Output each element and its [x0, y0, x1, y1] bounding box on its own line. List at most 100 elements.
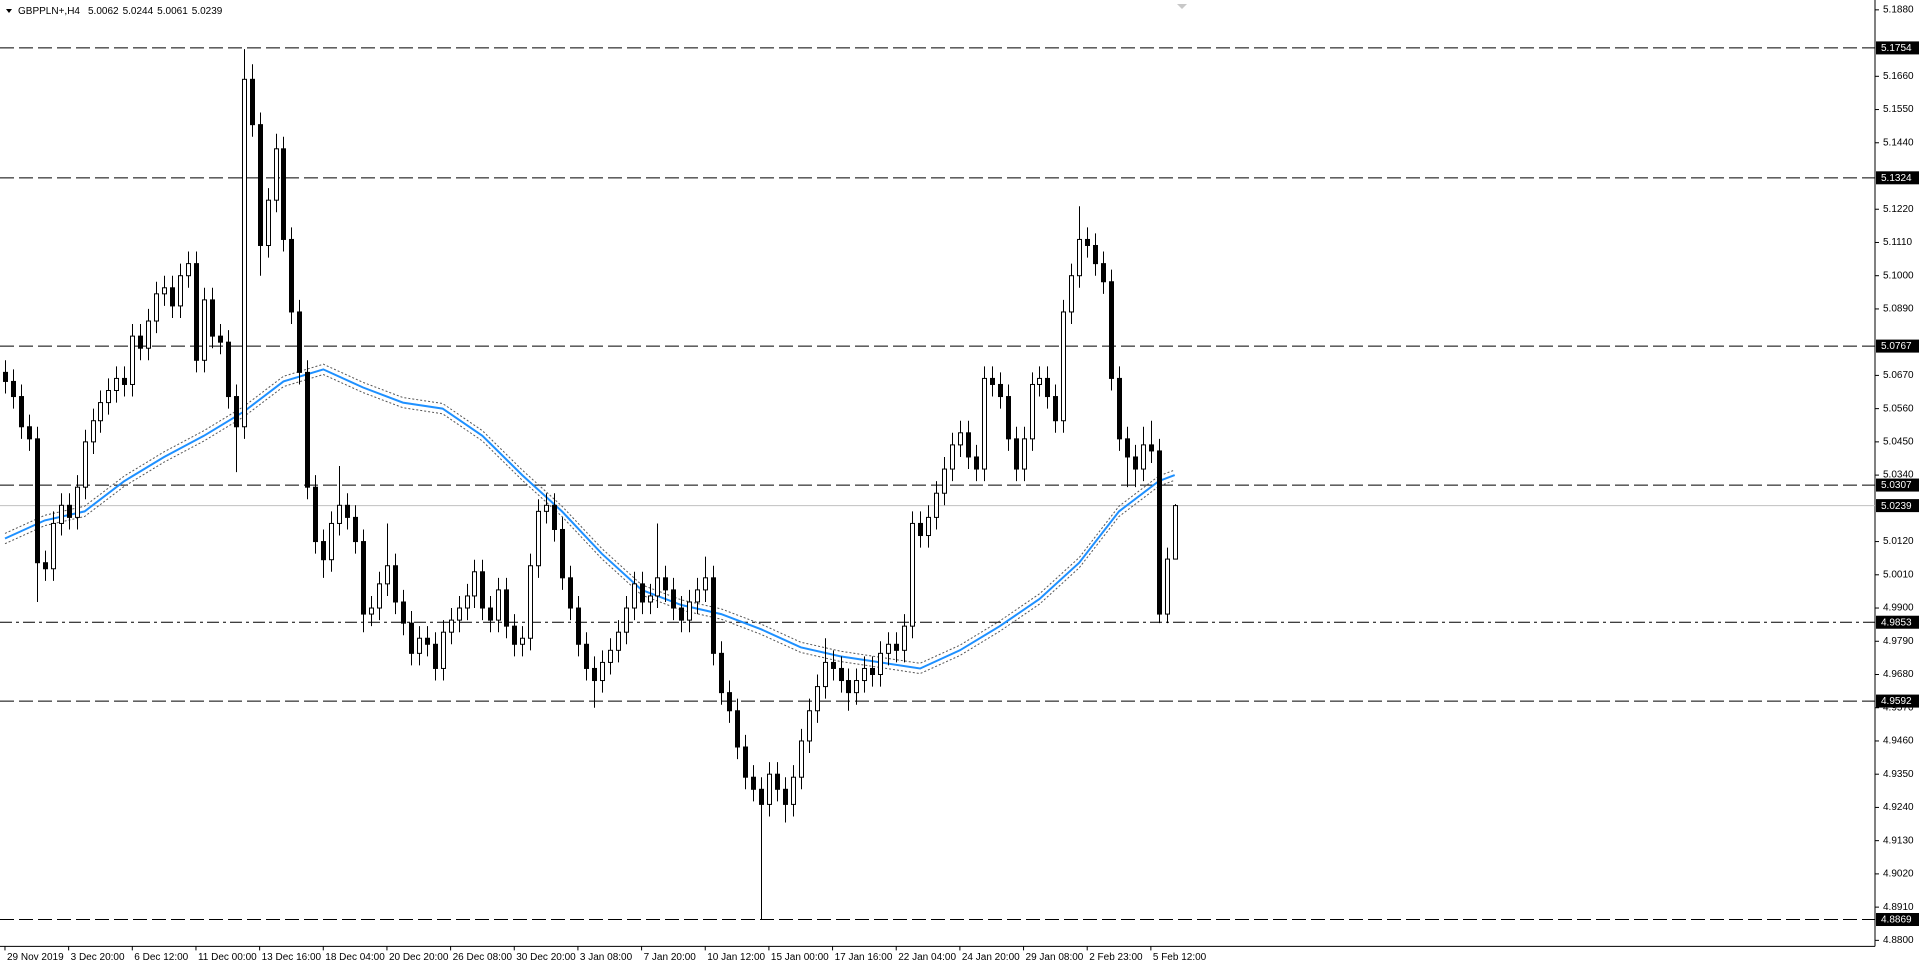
- level-price-label-box: [1876, 41, 1919, 55]
- candle-body: [1133, 456, 1138, 470]
- candle-body: [695, 589, 700, 603]
- candle-body: [862, 667, 867, 682]
- candle-body: [1173, 505, 1178, 560]
- candle-body: [894, 643, 899, 651]
- x-tick-label: 13 Dec 16:00: [262, 952, 322, 963]
- x-tick-label: 15 Jan 00:00: [771, 952, 829, 963]
- candle-body: [823, 661, 828, 688]
- header-close: 5.0239: [192, 6, 223, 17]
- candle-body: [226, 341, 231, 398]
- candle-body: [122, 377, 127, 385]
- level-price-label-box: [1876, 694, 1919, 708]
- candle-body: [369, 607, 374, 615]
- shift-marker[interactable]: [1177, 4, 1187, 9]
- candle-body: [600, 661, 605, 682]
- candle-body: [297, 311, 302, 373]
- candle-body: [703, 577, 708, 591]
- candle-body: [926, 516, 931, 537]
- candle-body: [759, 788, 764, 805]
- candle-body: [242, 78, 247, 428]
- candle-body: [425, 637, 430, 645]
- candle-body: [1125, 438, 1130, 458]
- candle-body: [401, 601, 406, 624]
- candle-body: [67, 504, 72, 518]
- candle-body: [202, 299, 207, 361]
- candle-body: [1045, 377, 1050, 398]
- candle-body: [433, 643, 438, 669]
- candle-body: [1069, 275, 1074, 313]
- candle-body: [663, 577, 668, 591]
- candle-body: [1157, 450, 1162, 615]
- candles: [3, 49, 1178, 920]
- candle-body: [831, 661, 836, 669]
- candle-body: [281, 148, 286, 240]
- x-tick-label: 3 Dec 20:00: [71, 952, 125, 963]
- candle-body: [958, 432, 963, 446]
- y-tick-label: 5.1110: [1883, 237, 1913, 248]
- candle-body: [114, 377, 119, 392]
- candle-body: [775, 773, 780, 790]
- y-tick-label: 4.9790: [1883, 636, 1914, 647]
- header-low: 5.0061: [157, 6, 188, 17]
- y-tick-label: 4.9240: [1883, 802, 1914, 813]
- candle-body: [43, 562, 48, 570]
- candle-body: [266, 199, 271, 246]
- candle-body: [966, 432, 971, 458]
- candle-body: [353, 516, 358, 543]
- y-tick-label: 4.9350: [1883, 769, 1914, 780]
- candle-body: [934, 492, 939, 518]
- candle-body: [385, 565, 390, 585]
- x-tick-label: 26 Dec 08:00: [453, 952, 513, 963]
- moving-average: [4, 363, 1175, 664]
- candle-body: [234, 396, 239, 428]
- candle-body: [799, 740, 804, 778]
- y-tick-label: 4.9680: [1883, 669, 1914, 680]
- candle-body: [1037, 377, 1042, 385]
- x-tick-label: 20 Dec 20:00: [389, 952, 449, 963]
- candle-body: [449, 619, 454, 633]
- candle-body: [608, 649, 613, 663]
- candle-body: [488, 607, 493, 621]
- candle-body: [751, 776, 756, 790]
- candle-body: [727, 692, 732, 712]
- candle-body: [313, 486, 318, 543]
- candle-body: [544, 504, 549, 512]
- candle-body: [624, 607, 629, 633]
- candle-body: [337, 504, 342, 524]
- candle-body: [75, 486, 80, 518]
- y-tick-label: 5.1440: [1883, 137, 1914, 148]
- candle-body: [210, 299, 215, 337]
- level-price-label-box: [1876, 615, 1919, 629]
- candle-body: [51, 522, 56, 570]
- candle-body: [289, 238, 294, 313]
- y-tick-label: 5.0890: [1883, 304, 1914, 315]
- candle-body: [377, 583, 382, 609]
- candle-body: [616, 631, 621, 651]
- level-price-label: 4.8869: [1881, 915, 1912, 926]
- y-tick-label: 5.1000: [1883, 270, 1914, 281]
- moving-average: [4, 368, 1176, 670]
- candle-body: [1093, 244, 1098, 265]
- candle-body: [584, 643, 589, 669]
- candle-body: [1101, 263, 1106, 283]
- candle-body: [480, 571, 485, 609]
- candle-body: [1030, 383, 1035, 440]
- y-tick-label: 5.1550: [1883, 104, 1914, 115]
- x-tick-label: 7 Jan 20:00: [644, 952, 697, 963]
- candle-body: [417, 637, 422, 654]
- x-tick-label: 10 Jan 12:00: [707, 952, 765, 963]
- candle-body: [1149, 444, 1154, 452]
- y-tick-label: 4.8910: [1883, 902, 1914, 913]
- candle-body: [162, 287, 167, 295]
- candle-body: [98, 402, 103, 422]
- candle-body: [305, 371, 310, 488]
- candle-body: [11, 380, 16, 398]
- candle-body: [655, 577, 660, 597]
- candle-body: [735, 710, 740, 748]
- y-tick-label: 4.9570: [1883, 702, 1914, 713]
- candle-body: [648, 595, 653, 603]
- chart-menu-arrow[interactable]: [6, 9, 12, 13]
- candle-body: [791, 776, 796, 805]
